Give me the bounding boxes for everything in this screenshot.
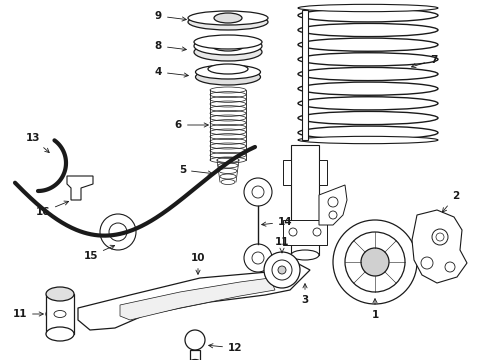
Text: 8: 8	[155, 41, 186, 51]
Text: 10: 10	[191, 253, 205, 274]
Text: 7: 7	[412, 55, 438, 68]
Bar	[190, 350, 200, 360]
Bar	[283, 220, 327, 245]
Circle shape	[100, 214, 136, 250]
Circle shape	[445, 262, 455, 272]
Text: 12: 12	[209, 343, 243, 353]
Circle shape	[345, 232, 405, 292]
Bar	[46, 294, 74, 334]
Ellipse shape	[46, 287, 74, 301]
Text: 3: 3	[301, 284, 309, 305]
Polygon shape	[67, 176, 93, 200]
Ellipse shape	[208, 64, 248, 74]
Ellipse shape	[188, 11, 268, 25]
Text: 15: 15	[83, 245, 115, 261]
Circle shape	[313, 228, 321, 236]
Text: 13: 13	[25, 133, 49, 153]
Bar	[291, 145, 319, 255]
Ellipse shape	[46, 327, 74, 341]
Text: 2: 2	[442, 191, 459, 212]
Ellipse shape	[298, 4, 438, 12]
Circle shape	[421, 257, 433, 269]
Polygon shape	[120, 278, 275, 320]
Ellipse shape	[291, 250, 319, 260]
Polygon shape	[78, 262, 310, 330]
Circle shape	[436, 233, 444, 241]
Ellipse shape	[214, 13, 242, 23]
Bar	[302, 10, 308, 140]
Text: 6: 6	[175, 120, 208, 130]
Circle shape	[252, 252, 264, 264]
Circle shape	[109, 223, 127, 241]
Circle shape	[272, 260, 292, 280]
Text: 11: 11	[275, 237, 289, 253]
Circle shape	[289, 228, 297, 236]
Ellipse shape	[188, 14, 268, 30]
Text: 1: 1	[371, 299, 379, 320]
Text: 16: 16	[35, 201, 69, 217]
Ellipse shape	[46, 307, 74, 321]
Ellipse shape	[194, 37, 262, 55]
Ellipse shape	[196, 69, 261, 85]
Ellipse shape	[212, 41, 244, 51]
Polygon shape	[319, 185, 347, 225]
Circle shape	[244, 244, 272, 272]
Circle shape	[328, 197, 338, 207]
Circle shape	[432, 229, 448, 245]
Text: 11: 11	[13, 309, 43, 319]
Text: 14: 14	[262, 217, 293, 227]
Circle shape	[333, 220, 417, 304]
Bar	[283, 160, 291, 185]
Circle shape	[278, 266, 286, 274]
Text: 9: 9	[155, 11, 186, 21]
Circle shape	[329, 211, 337, 219]
Circle shape	[185, 330, 205, 350]
Bar	[319, 160, 327, 185]
Text: 4: 4	[155, 67, 188, 77]
Ellipse shape	[54, 310, 66, 318]
Ellipse shape	[194, 35, 262, 49]
Circle shape	[252, 186, 264, 198]
Ellipse shape	[194, 43, 262, 61]
Circle shape	[244, 178, 272, 206]
Ellipse shape	[298, 136, 438, 144]
Text: 5: 5	[179, 165, 212, 175]
Polygon shape	[412, 210, 467, 283]
Circle shape	[361, 248, 389, 276]
Circle shape	[264, 252, 300, 288]
Ellipse shape	[196, 65, 261, 79]
